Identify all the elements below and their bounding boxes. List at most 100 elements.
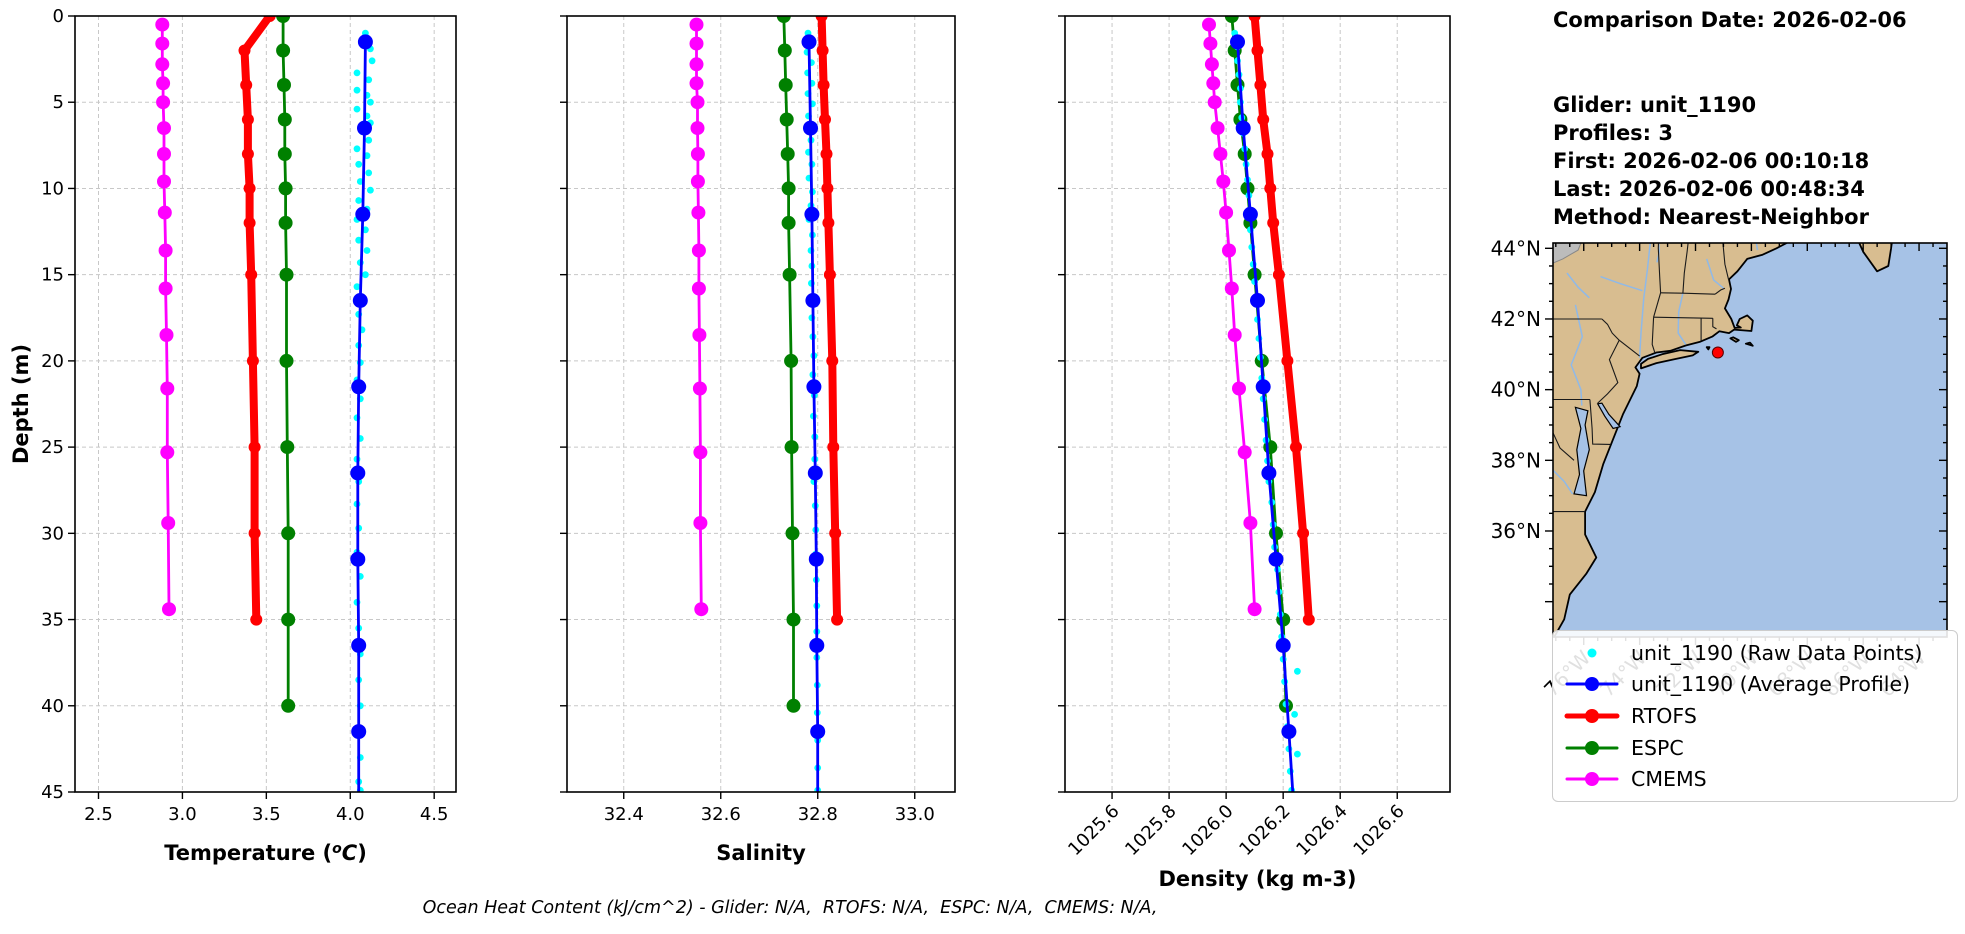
svg-text:35: 35	[41, 610, 64, 631]
state-border	[1589, 399, 1611, 445]
axis-ticks: 32.4 32.6 32.8 33.0	[560, 15, 935, 825]
svg-text:45: 45	[41, 782, 64, 803]
series-rtofs	[815, 16, 844, 626]
svg-text:1025.8: 1025.8	[1121, 801, 1180, 860]
river	[1570, 304, 1584, 406]
legend: unit_1190 (Raw Data Points) unit_1190 (A…	[1552, 630, 1958, 802]
block-island	[1705, 346, 1711, 351]
legend-item-cmems: CMEMS	[1563, 764, 1947, 794]
lat-label: 42°N	[1491, 307, 1541, 331]
glider-id: Glider: unit_1190	[1553, 93, 1757, 117]
map: 44°N42°N40°N38°N36°N76°W74°W72°W70°W68°W…	[1491, 236, 1948, 702]
lake-ontario	[1553, 243, 1582, 264]
river	[1553, 469, 1574, 495]
svg-text:32.8: 32.8	[798, 804, 838, 825]
state-border	[1651, 317, 1656, 354]
y-axis-label: Depth (m)	[9, 344, 33, 464]
legend-label: unit_1190 (Average Profile)	[1631, 672, 1911, 697]
river	[1600, 275, 1643, 292]
legend-item-rtofs: RTOFS	[1563, 701, 1947, 731]
lat-label: 36°N	[1491, 519, 1541, 543]
gridlines	[75, 15, 456, 793]
svg-text:4.0: 4.0	[336, 804, 365, 825]
state-border	[1657, 243, 1662, 293]
legend-label: ESPC	[1631, 735, 1684, 760]
x-axis-label-temperature: Temperature (oC)	[164, 841, 367, 865]
nova-scotia	[1858, 243, 1893, 273]
river	[1705, 258, 1724, 289]
svg-text:30: 30	[41, 523, 64, 544]
lat-label: 44°N	[1491, 236, 1541, 260]
last-profile-time: Last: 2026-02-06 00:48:34	[1553, 177, 1865, 201]
series-cmems	[689, 17, 709, 617]
river	[1656, 243, 1660, 263]
long-island	[1640, 349, 1700, 370]
river	[1755, 243, 1759, 251]
legend-item-average: unit_1190 (Average Profile)	[1563, 669, 1947, 699]
svg-text:1026.0: 1026.0	[1178, 801, 1237, 860]
legend-item-raw: unit_1190 (Raw Data Points)	[1563, 638, 1947, 668]
mainland-coastline	[1553, 243, 1789, 637]
series-unit-1190-average-profile-	[801, 34, 826, 792]
svg-text:20: 20	[41, 351, 64, 372]
svg-text:1026.4: 1026.4	[1292, 801, 1351, 860]
state-border	[1597, 339, 1620, 404]
state-border	[1618, 339, 1640, 357]
raw-data-marker-icon	[1587, 648, 1597, 658]
espc-line-icon	[1565, 740, 1619, 755]
legend-item-espc: ESPC	[1563, 733, 1947, 763]
state-border	[1653, 316, 1713, 319]
legend-label: unit_1190 (Raw Data Points)	[1631, 640, 1923, 665]
river	[1677, 293, 1687, 345]
svg-text:32.6: 32.6	[701, 804, 741, 825]
first-profile-time: First: 2026-02-06 00:10:18	[1553, 149, 1870, 173]
lat-label: 38°N	[1491, 448, 1541, 472]
nantucket	[1744, 341, 1754, 347]
svg-text:3.0: 3.0	[168, 804, 197, 825]
state-border	[1712, 318, 1717, 330]
gridlines	[567, 15, 955, 793]
svg-text:2.5: 2.5	[84, 804, 113, 825]
state-border	[1714, 287, 1726, 295]
profiles-count: Profiles: 3	[1553, 121, 1674, 145]
glider-location-marker	[1711, 346, 1724, 359]
marthas-vineyard	[1729, 336, 1740, 343]
series-espc	[776, 16, 801, 713]
svg-text:15: 15	[41, 265, 64, 286]
svg-text:0: 0	[53, 6, 64, 27]
svg-text:10: 10	[41, 178, 64, 199]
river	[1638, 243, 1651, 358]
lat-label: 40°N	[1491, 378, 1541, 402]
series-cmems	[155, 17, 176, 617]
ocean-heat-content-note: Ocean Heat Content (kJ/cm^2) - Glider: N…	[422, 898, 1158, 918]
chesapeake-bay	[1573, 406, 1590, 497]
gridlines	[1065, 15, 1450, 793]
delaware-bay	[1596, 402, 1622, 430]
svg-text:32.4: 32.4	[604, 804, 644, 825]
legend-label: RTOFS	[1631, 703, 1697, 728]
series-rtofs	[1248, 16, 1315, 626]
svg-text:40: 40	[41, 696, 64, 717]
legend-label: CMEMS	[1631, 767, 1707, 792]
cmems-line-icon	[1565, 772, 1619, 787]
svg-text:33.0: 33.0	[895, 804, 935, 825]
axis-ticks: 2.5 3.0 3.5 4.0 4.5 0 5 10 15 20 25 30 35 40 45	[41, 6, 448, 825]
state-border	[1601, 318, 1620, 341]
comparison-date: Comparison Date: 2026-02-06	[1553, 8, 1907, 32]
svg-text:1026.6: 1026.6	[1349, 801, 1408, 860]
x-axis-label-density: Density (kg m-3)	[1158, 867, 1356, 891]
x-axis-label-salinity: Salinity	[716, 841, 806, 865]
state-border	[1682, 243, 1689, 294]
series-rtofs	[238, 16, 276, 626]
chart-salinity: 32.4 32.6 32.8 33.0 Salinity	[560, 15, 956, 865]
series-unit-1190-average-profile-	[1230, 34, 1297, 792]
svg-text:1026.2: 1026.2	[1235, 801, 1294, 860]
svg-text:25: 25	[41, 437, 64, 458]
series-cmems	[1202, 17, 1262, 617]
series-espc	[276, 16, 296, 713]
series-unit-1190-average-profile-	[350, 34, 373, 792]
